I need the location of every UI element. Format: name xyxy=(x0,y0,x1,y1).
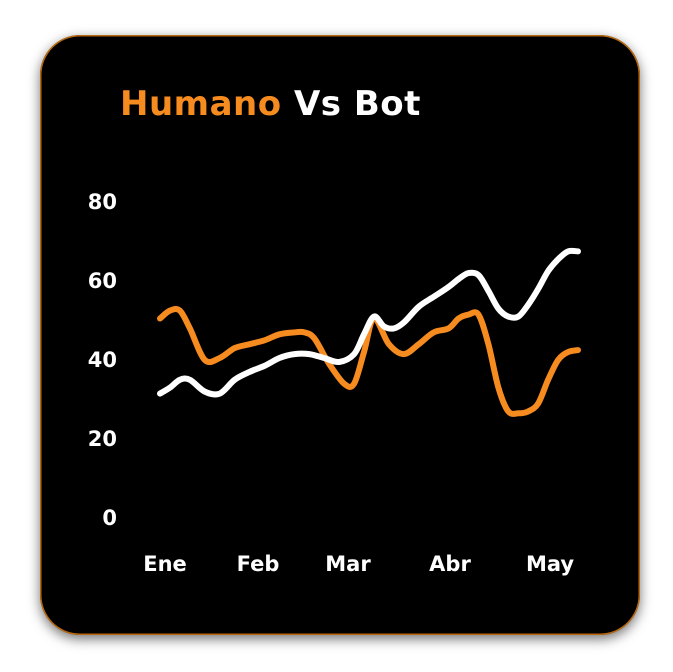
title-vs-bot: Vs Bot xyxy=(293,84,421,124)
chart-title: Humano Vs Bot xyxy=(120,84,421,124)
y-tick-label: 60 xyxy=(88,269,117,293)
x-tick-label: Ene xyxy=(143,552,187,576)
x-tick-label: Mar xyxy=(325,552,371,576)
x-axis-ticks: Ene Feb Mar Abr May xyxy=(143,552,574,576)
series-line-white xyxy=(157,247,581,398)
series-line-orange xyxy=(157,305,581,417)
y-tick-label: 40 xyxy=(88,348,117,372)
chart-card xyxy=(40,35,640,635)
y-tick-label: 0 xyxy=(102,506,117,530)
x-tick-label: Feb xyxy=(237,552,280,576)
y-tick-label: 80 xyxy=(88,190,117,214)
y-tick-label: 20 xyxy=(88,427,117,451)
title-humano: Humano xyxy=(120,84,282,124)
x-tick-label: Abr xyxy=(429,552,471,576)
y-axis-ticks: 0 20 40 60 80 xyxy=(88,190,117,530)
series-lines xyxy=(157,247,581,417)
x-tick-label: May xyxy=(526,552,574,576)
